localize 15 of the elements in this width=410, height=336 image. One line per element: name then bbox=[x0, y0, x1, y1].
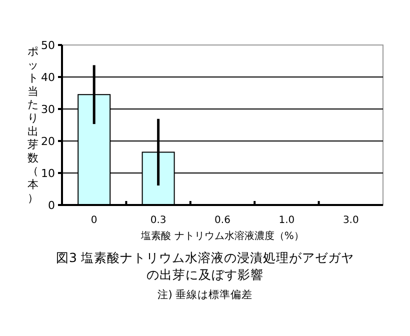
x-tick-label: 0.3 bbox=[150, 215, 166, 226]
y-tick-label: 30 bbox=[41, 103, 55, 116]
x-axis-title: 塩素酸 ナトリウム水溶液濃度（%） bbox=[140, 230, 304, 242]
x-tick-label: 1.0 bbox=[278, 215, 295, 226]
y-tick-label: 0 bbox=[48, 199, 55, 212]
y-tick-label: 40 bbox=[41, 71, 55, 84]
x-tick-label: 3.0 bbox=[342, 215, 359, 226]
y-tick-label: 50 bbox=[41, 39, 55, 52]
text: ポット当たり出芽数（本） bbox=[28, 45, 38, 204]
x-tick-label: 0.6 bbox=[214, 215, 230, 226]
text: 注) 垂線は標準偏差 bbox=[157, 288, 253, 301]
y-tick-label: 10 bbox=[41, 167, 55, 180]
y-tick-label: 20 bbox=[41, 135, 55, 148]
x-tick-label: 0 bbox=[90, 215, 98, 226]
text: 図3 塩素酸ナトリウム水溶液の浸漬処理がアゼガヤの出芽に及ぼす影響 bbox=[56, 250, 354, 282]
